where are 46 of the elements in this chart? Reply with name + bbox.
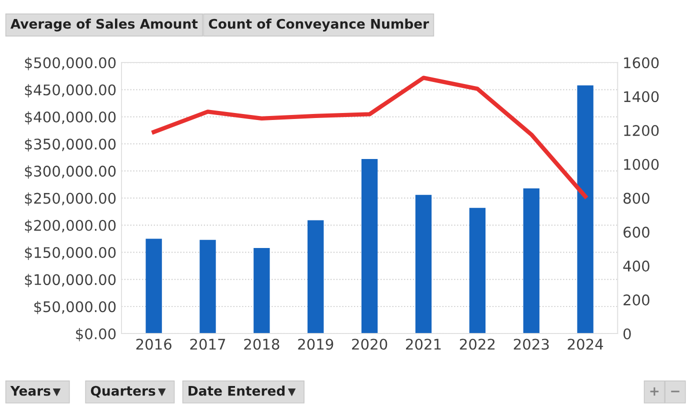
text: Years	[10, 386, 50, 396]
bar	[200, 240, 216, 334]
bar	[523, 188, 540, 334]
bar	[308, 220, 324, 334]
x-tick-label: 2018	[244, 338, 280, 350]
y-tick-label: $100,000.00	[25, 274, 116, 288]
x-tick-label: 2016	[136, 338, 172, 350]
y-tick-label: $0.00	[76, 328, 116, 342]
x-tick-label: 2019	[298, 338, 334, 350]
bar	[415, 194, 432, 334]
bar	[469, 208, 486, 334]
x-tick-label: 2023	[514, 338, 549, 350]
bar	[361, 159, 378, 334]
x-tick-label: 2021	[406, 338, 441, 350]
x-tick-label: 2024	[568, 338, 604, 350]
y-tick-label: $250,000.00	[25, 192, 116, 206]
y-tick-label: $150,000.00	[25, 246, 116, 260]
text: Quarters	[90, 386, 156, 398]
y-tick-label: $300,000.00	[25, 165, 116, 179]
y2-tick-label: 1600	[624, 57, 659, 68]
x-tick-label: 2020	[352, 338, 388, 350]
y2-tick-label: 1000	[624, 158, 659, 170]
y-tick-label: $500,000.00	[25, 57, 116, 70]
y-tick-label: $400,000.00	[25, 111, 116, 124]
text: Count of Conveyance Number	[208, 18, 430, 32]
y2-tick-label: 600	[624, 226, 650, 238]
bar	[577, 85, 594, 334]
line-series	[152, 76, 588, 198]
y-tick-label: $200,000.00	[25, 220, 116, 233]
y-tick-label: $350,000.00	[25, 138, 116, 152]
text: Date Entered	[188, 386, 285, 396]
y2-tick-label: 1400	[624, 91, 659, 102]
text: Average of Sales Amount	[10, 18, 198, 32]
y-tick-label: $50,000.00	[34, 300, 116, 314]
y2-tick-label: 200	[624, 294, 650, 306]
x-tick-label: 2017	[190, 338, 226, 350]
bar	[254, 248, 270, 334]
y2-tick-label: 400	[623, 260, 650, 272]
y2-tick-label: 1200	[624, 125, 659, 136]
y2-tick-label: 800	[624, 192, 650, 204]
text: −	[671, 390, 680, 392]
y-tick-label: $450,000.00	[25, 84, 116, 98]
text: +	[650, 387, 659, 396]
bar	[146, 238, 162, 334]
x-tick-label: 2022	[460, 338, 495, 350]
y2-tick-label: 0	[623, 328, 631, 340]
